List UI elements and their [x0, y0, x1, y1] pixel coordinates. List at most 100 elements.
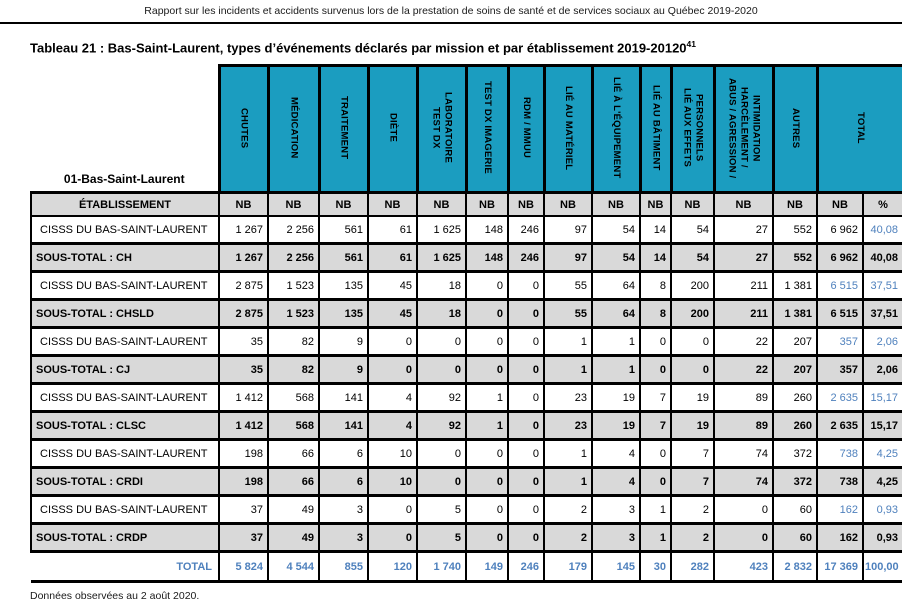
table-cell: 260: [772, 410, 818, 442]
table-cell: 0: [507, 466, 545, 498]
column-header-li-au-b-timent: LIÉ AU BÂTIMENT: [638, 64, 673, 195]
table-cell: 0: [639, 466, 672, 498]
table-cell: 5: [416, 522, 467, 554]
subtotal-row: SOUS-TOTAL : CJ 35 82 9 0 0 0 0 1 1 0 0 22 207 357 2,06: [30, 354, 902, 386]
row-label: TOTAL: [31, 550, 220, 584]
column-header-label: TOTAL: [854, 111, 866, 144]
row-label: CISSS DU BAS-SAINT-LAURENT: [30, 382, 220, 413]
table-cell: 54: [591, 242, 641, 274]
table-cell: 89: [713, 382, 774, 413]
table-cell: 54: [591, 214, 641, 245]
table-cell: 149: [465, 550, 509, 584]
table-cell: 82: [267, 326, 320, 357]
table-cell: 1: [543, 354, 593, 386]
table-cell: 14: [639, 242, 672, 274]
table-cell: 3: [318, 494, 369, 525]
nb-header: NB: [318, 191, 369, 217]
table-cell: 1: [543, 438, 593, 469]
table-cell: 1 625: [416, 242, 467, 274]
column-header-di-te: DIÈTE: [366, 64, 419, 195]
table-cell: 1 267: [218, 214, 269, 245]
table-cell: 179: [543, 550, 593, 584]
table-cell: 0: [465, 466, 509, 498]
total-nb-cell: 738: [816, 438, 864, 469]
table-cell: 66: [267, 466, 320, 498]
table-cell: 1 412: [218, 410, 269, 442]
table-cell: 19: [670, 382, 715, 413]
table-cell: 37: [218, 522, 269, 554]
subheader-row: ÉTABLISSEMENT NB NB NB NB NB NB NB NB NB NB NB NB NB N…: [30, 191, 902, 217]
table-cell: 0: [465, 326, 509, 357]
table-cell: 0: [416, 438, 467, 469]
table-cell: 5 824: [218, 550, 269, 584]
table-cell: 0: [465, 522, 509, 554]
table-cell: 2: [670, 494, 715, 525]
region-label-cell: 01-Bas-Saint-Laurent: [31, 65, 220, 195]
table-cell: 0: [367, 494, 418, 525]
table-cell: 855: [318, 550, 369, 584]
row-label: SOUS-TOTAL : CRDP: [30, 522, 220, 554]
table-cell: 207: [772, 354, 818, 386]
table-cell: 141: [318, 382, 369, 413]
table-cell: 7: [639, 382, 672, 413]
total-nb-cell: 2 635: [816, 410, 864, 442]
table-cell: 9: [318, 354, 369, 386]
column-header-label: LIÉ À L'ÉQUIPEMENT: [610, 77, 622, 179]
table-cell: 198: [218, 466, 269, 498]
column-header-li-aux-effets-personnels: LIÉ AUX EFFETS PERSONNELS: [669, 64, 716, 195]
column-header-label: ABUS / AGRESSION / HARCÈLEMENT / INTIMID…: [726, 77, 762, 179]
nb-header: NB: [639, 191, 672, 217]
table-cell: 211: [713, 270, 774, 301]
subtotal-row: SOUS-TOTAL : CRDI 198 66 6 10 0 0 0 1 4 0 7 74 372 738…: [30, 466, 902, 498]
table-cell: 246: [507, 550, 545, 584]
table-cell: 45: [367, 270, 418, 301]
region-label: 01-Bas-Saint-Laurent: [63, 172, 185, 187]
column-header-label: RDM / MMUU: [520, 97, 532, 159]
table-cell: 246: [507, 242, 545, 274]
total-nb-cell: 738: [816, 466, 864, 498]
table-cell: 64: [591, 298, 641, 330]
establishment-row: CISSS DU BAS-SAINT-LAURENT 35 82 9 0 0 0 0 1 1 0 0 2…: [30, 326, 902, 357]
table-cell: 0: [465, 298, 509, 330]
table-cell: 0: [639, 326, 672, 357]
table-cell: 246: [507, 214, 545, 245]
table-cell: 7: [670, 438, 715, 469]
total-pct-cell: 4,25: [862, 466, 902, 498]
table-cell: 0: [465, 354, 509, 386]
column-header-label: LIÉ AUX EFFETS PERSONNELS: [681, 88, 705, 168]
nb-header: NB: [507, 191, 545, 217]
row-label: SOUS-TOTAL : CH: [30, 242, 220, 274]
table-title-text: Tableau 21 : Bas-Saint-Laurent, types d’…: [30, 40, 687, 56]
table-cell: 0: [507, 270, 545, 301]
row-label: SOUS-TOTAL : CLSC: [30, 410, 220, 442]
total-pct-cell: 0,93: [862, 522, 902, 554]
table-cell: 4 544: [267, 550, 320, 584]
column-header-rdm-mmuu: RDM / MMUU: [506, 64, 546, 195]
row-label: CISSS DU BAS-SAINT-LAURENT: [30, 438, 220, 469]
table-cell: 1: [639, 522, 672, 554]
table-cell: 10: [367, 438, 418, 469]
total-pct-cell: 2,06: [862, 326, 902, 357]
table-cell: 23: [543, 410, 593, 442]
column-header-label: MÉDICATION: [288, 97, 300, 159]
nb-header: NB: [772, 191, 818, 217]
column-header-chutes: CHUTES: [217, 64, 270, 195]
table-cell: 552: [772, 242, 818, 274]
column-header-label: CHUTES: [238, 107, 250, 148]
row-label: SOUS-TOTAL : CJ: [30, 354, 220, 386]
table-cell: 2 875: [218, 298, 269, 330]
table-cell: 0: [465, 494, 509, 525]
table-cell: 2: [670, 522, 715, 554]
table-cell: 0: [670, 354, 715, 386]
total-pct-cell: 0,93: [862, 494, 902, 525]
grand-total-row: TOTAL 5 824 4 544 855 120 1 740 149 246 179 145 30…: [31, 550, 902, 584]
row-label: CISSS DU BAS-SAINT-LAURENT: [30, 494, 220, 525]
table-cell: 14: [639, 214, 672, 245]
table-cell: 2 832: [772, 550, 818, 584]
column-header-test-dx-laboratoire: TEST DX LABORATOIRE: [415, 64, 468, 195]
table-cell: 568: [267, 410, 320, 442]
table-cell: 1: [465, 410, 509, 442]
column-header-li-l-quipement: LIÉ À L'ÉQUIPEMENT: [590, 64, 642, 195]
table-cell: 7: [639, 410, 672, 442]
table-cell: 148: [465, 214, 509, 245]
